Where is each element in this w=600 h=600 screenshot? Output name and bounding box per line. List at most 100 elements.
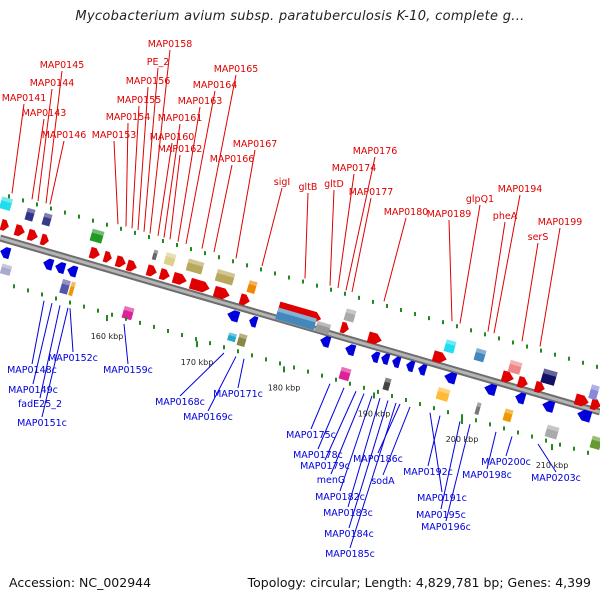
forward-gene-label: MAP0189 <box>427 209 472 220</box>
reverse-gene-label: MAP0191c <box>417 493 467 504</box>
forward-gene-label: MAP0156 <box>126 76 171 87</box>
arrow-shape <box>573 393 589 407</box>
track-dot <box>344 291 346 296</box>
arrow-shape <box>0 219 9 231</box>
arrow-shape <box>171 271 187 285</box>
forward-label-line <box>448 219 453 322</box>
track-dot <box>461 414 463 419</box>
arrow-shape <box>589 398 600 411</box>
forward-gene-arrow <box>339 321 349 334</box>
box-shape <box>0 263 13 276</box>
reverse-label-line <box>237 358 245 389</box>
reverse-label-line <box>310 383 331 430</box>
track-dot <box>50 206 52 211</box>
box-shine <box>228 332 237 338</box>
reverse-gene-label: MAP0149c <box>8 385 58 396</box>
forward-gene-label: MAP0155 <box>117 95 162 106</box>
track-dot <box>568 356 570 361</box>
reverse-gene-label: MAP0159c <box>103 365 153 376</box>
arrow-shape <box>516 375 528 388</box>
reverse-label-line <box>324 391 357 461</box>
forward-label-line <box>37 88 53 202</box>
forward-gene-label: MAP0176 <box>353 146 398 157</box>
track-dot <box>386 303 388 308</box>
reverse-gene-arrow <box>67 265 79 278</box>
box-shine <box>70 281 76 288</box>
reverse-gene-arrow <box>43 258 55 271</box>
reverse-gene-label: MAP0175c <box>286 430 336 441</box>
track-dot <box>531 434 533 439</box>
tick-label: 160 kbp <box>91 332 124 341</box>
reverse-gene-label: MAP0148c <box>7 365 57 376</box>
reverse-label-line <box>486 431 497 470</box>
box-shine <box>590 384 600 392</box>
forward-gene-label: MAP0194 <box>498 184 543 195</box>
arrow-shape <box>114 255 126 268</box>
reverse-gene-arrow <box>320 335 332 348</box>
forward-gene-label: MAP0167 <box>233 139 278 150</box>
reverse-gene-arrow <box>371 351 381 364</box>
track-dot <box>92 218 94 223</box>
forward-gene-label: MAP0177 <box>349 187 394 198</box>
reverse-label-line <box>505 436 513 457</box>
track-dot <box>55 296 57 301</box>
track-dot <box>195 337 197 342</box>
cog-block <box>0 263 13 276</box>
track-dot <box>559 442 561 447</box>
reverse-label-line <box>445 424 471 522</box>
reverse-label-line <box>69 308 74 353</box>
track-dot <box>251 353 253 358</box>
forward-label-line <box>163 123 181 238</box>
forward-gene-label: MAP0162 <box>158 144 203 155</box>
forward-gene-arrow <box>589 398 600 411</box>
arrow-shape <box>542 400 556 413</box>
track-dot <box>13 284 15 289</box>
arrow-shape <box>43 258 55 271</box>
arrow-shape <box>249 316 259 328</box>
reverse-label-line <box>32 302 53 385</box>
forward-gene-arrow <box>114 255 126 268</box>
track-dot <box>517 430 519 435</box>
tick-layer: 160 kbp 170 kbp 180 kbp 190 kbp 200 kbp 210 k… <box>91 315 569 470</box>
arrow-shape <box>339 321 349 334</box>
forward-label-line <box>177 106 201 242</box>
reverse-gene-label: MAP0200c <box>481 457 531 468</box>
box-shape <box>443 339 457 354</box>
cog-block <box>540 368 558 386</box>
box-shape <box>343 308 357 323</box>
box-shape <box>0 196 13 212</box>
forward-label-line <box>487 221 506 332</box>
arrow-shape <box>102 250 112 263</box>
forward-gene-label: MAP0164 <box>193 80 238 91</box>
forward-label-line <box>261 187 283 267</box>
forward-label-line <box>131 105 140 229</box>
track-dot <box>405 398 407 402</box>
box-shine <box>43 212 53 219</box>
forward-label-line <box>201 74 237 249</box>
reverse-gene-label: MAP0183c <box>323 508 373 519</box>
box-shape <box>275 307 317 331</box>
forward-label-line <box>45 70 63 204</box>
arrow-shape <box>88 246 100 259</box>
track-dot <box>307 369 309 374</box>
reverse-gene-arrow <box>55 262 67 275</box>
forward-gene-arrow <box>0 219 9 231</box>
arrow-shape <box>212 285 230 300</box>
forward-label-line <box>493 194 521 334</box>
forward-label-line <box>383 217 407 302</box>
reverse-gene-arrow <box>515 392 527 405</box>
tick-label: 210 kbp <box>536 461 569 470</box>
arrow-shape <box>533 380 545 393</box>
forward-gene-label: serS <box>528 232 549 243</box>
reverse-label-line <box>31 300 45 365</box>
box-shape <box>59 279 71 295</box>
box-shine <box>1 196 13 204</box>
box-shine <box>384 377 392 384</box>
track-dot <box>372 299 374 304</box>
box-shape <box>246 280 258 294</box>
box-shape <box>163 252 177 267</box>
cog-block <box>474 402 482 415</box>
track-dot <box>456 324 458 329</box>
forward-gene-arrow <box>39 233 49 246</box>
